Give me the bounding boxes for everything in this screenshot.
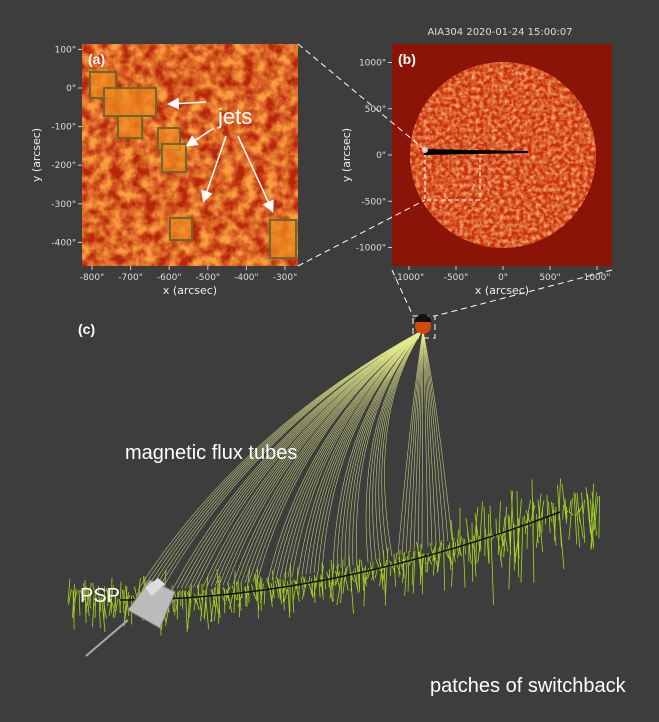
y-tick-label: 0" (66, 84, 76, 94)
y-axis-label: y (arcsec) (340, 128, 353, 182)
x-tick-label: -600" (157, 273, 182, 283)
panel-label: (b) (398, 51, 416, 67)
x-tick-label: -300" (273, 273, 298, 283)
y-tick-label: -300" (51, 200, 76, 210)
y-tick-label: 500" (365, 105, 386, 115)
switchback-label: patches of switchback (430, 675, 627, 697)
x-tick-label: -500" (196, 273, 221, 283)
x-axis-label: x (arcsec) (163, 284, 217, 297)
disk-texture (410, 62, 596, 248)
y-tick-label: 100" (55, 45, 76, 55)
panel-c: (c) (78, 321, 95, 337)
flux-tubes-label: magnetic flux tubes (125, 442, 297, 464)
x-tick-label: -800" (80, 273, 105, 283)
spike (476, 527, 477, 565)
y-tick-label: 1000" (359, 59, 386, 69)
y-tick-label: 0" (376, 151, 386, 161)
spike (489, 514, 490, 564)
y-axis-label: y (arcsec) (30, 128, 43, 182)
x-axis-label: x (arcsec) (475, 284, 529, 297)
spike (533, 502, 534, 537)
y-tick-label: -400" (51, 238, 76, 248)
x-tick-label: -1000" (394, 273, 424, 283)
x-tick-label: -400" (234, 273, 259, 283)
y-tick-label: -200" (51, 161, 76, 171)
x-tick-label: 0" (498, 273, 508, 283)
y-tick-label: -100" (51, 123, 76, 133)
panel-label: (c) (78, 321, 95, 337)
x-tick-label: 500" (539, 273, 560, 283)
x-tick-label: -700" (118, 273, 143, 283)
y-tick-label: -500" (361, 197, 386, 207)
y-tick-label: -1000" (356, 244, 386, 254)
psp-label: PSP (80, 585, 120, 607)
figure: (a) jets x (arcsec) y (arcsec) AIA304 20… (0, 0, 659, 722)
x-tick-label: 1000" (583, 273, 610, 283)
panel-label: (a) (88, 51, 105, 67)
panel-title: AIA304 2020-01-24 15:00:07 (427, 27, 572, 38)
x-tick-label: -500" (444, 273, 469, 283)
jets-label: jets (217, 104, 252, 129)
